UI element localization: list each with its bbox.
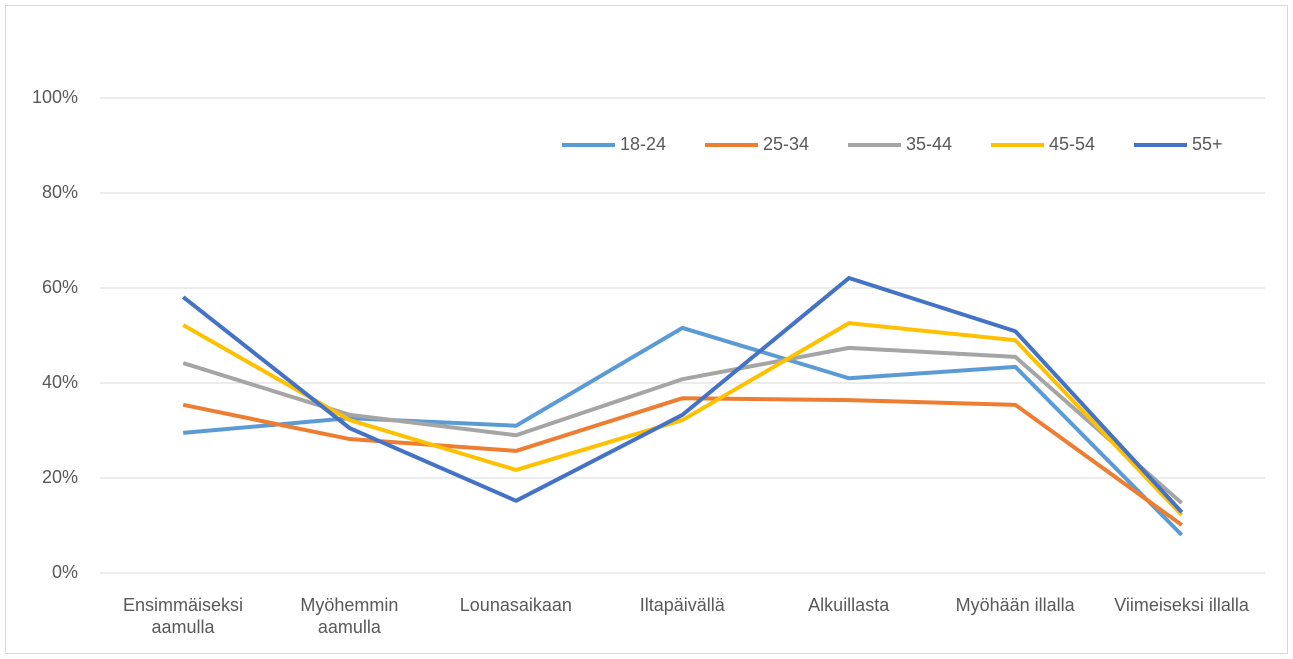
x-tick-label: Alkuillasta bbox=[808, 595, 890, 615]
legend-label: 25-34 bbox=[763, 134, 809, 154]
legend-label: 35-44 bbox=[906, 134, 952, 154]
y-tick-label: 20% bbox=[42, 467, 78, 487]
x-tick-label: Myöhemmin aamulla bbox=[300, 595, 399, 637]
series-line bbox=[182, 321, 1184, 517]
x-tick-label: Ensimmäiseksi aamulla bbox=[122, 595, 244, 637]
y-tick-label: 40% bbox=[42, 372, 78, 392]
legend-label: 55+ bbox=[1192, 134, 1223, 154]
y-tick-label: 0% bbox=[52, 562, 78, 582]
series-line bbox=[182, 396, 1183, 527]
y-tick-label: 80% bbox=[42, 182, 78, 202]
legend-label: 45-54 bbox=[1049, 134, 1095, 154]
legend-label: 18-24 bbox=[620, 134, 666, 154]
y-tick-label: 100% bbox=[32, 87, 78, 107]
y-tick-label: 60% bbox=[42, 277, 78, 297]
chart-frame bbox=[5, 5, 1288, 654]
x-tick-label: Iltapäivällä bbox=[639, 595, 725, 615]
x-tick-label: Lounasaikaan bbox=[459, 595, 572, 615]
series-line bbox=[181, 276, 1184, 514]
series-line bbox=[182, 345, 1184, 505]
x-tick-label: Myöhään illalla bbox=[955, 595, 1075, 615]
x-tick-label: Viimeiseksi illalla bbox=[1114, 595, 1249, 615]
